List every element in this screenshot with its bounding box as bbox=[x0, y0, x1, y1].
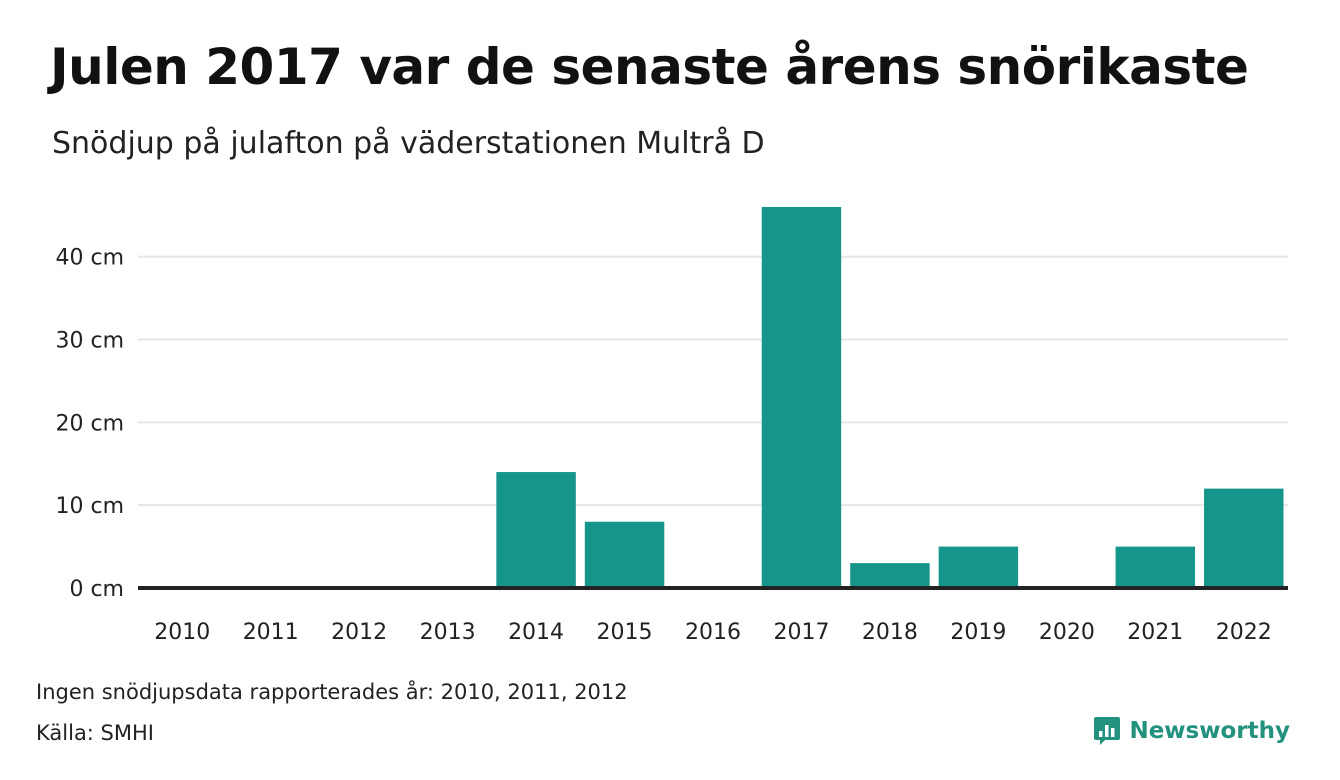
x-tick-label: 2016 bbox=[685, 620, 741, 645]
bar-chart: 0 cm 10 cm 20 cm 30 cm 40 cm 2010 2011 2012 2013… bbox=[55, 207, 1288, 645]
missing-data-note: Ingen snödjupsdata rapporterades år: 201… bbox=[36, 680, 628, 704]
x-tick-label: 2012 bbox=[331, 620, 387, 645]
x-tick-label: 2017 bbox=[773, 620, 829, 645]
chart-subtitle: Snödjup på julafton på väderstationen Mu… bbox=[52, 126, 765, 161]
bar bbox=[761, 207, 842, 588]
newsworthy-logo-icon bbox=[1094, 717, 1121, 745]
x-tick-label: 2021 bbox=[1127, 620, 1183, 645]
newsworthy-logo: Newsworthy bbox=[1093, 716, 1290, 746]
x-tick-label: 2011 bbox=[243, 620, 299, 645]
axes: 0 cm 10 cm 20 cm 30 cm 40 cm 2010 2011 2012 2013… bbox=[55, 246, 1288, 645]
bar bbox=[584, 521, 665, 588]
x-tick-label: 2015 bbox=[597, 620, 653, 645]
y-tick-label: 10 cm bbox=[55, 494, 124, 519]
chart-title: Julen 2017 var de senaste årens snörikas… bbox=[50, 38, 1249, 96]
y-tick-label: 30 cm bbox=[55, 329, 124, 354]
bar bbox=[496, 472, 576, 588]
x-tick-label: 2022 bbox=[1216, 620, 1272, 645]
bar bbox=[850, 563, 930, 588]
x-tick-label: 2018 bbox=[862, 620, 918, 645]
x-tick-label: 2019 bbox=[950, 620, 1006, 645]
bars bbox=[496, 207, 1284, 588]
bar bbox=[938, 546, 1019, 588]
y-tick-label: 0 cm bbox=[69, 577, 124, 602]
bar bbox=[1115, 546, 1196, 588]
y-tick-label: 40 cm bbox=[55, 246, 124, 271]
y-tick-label: 20 cm bbox=[55, 411, 124, 436]
gridlines bbox=[138, 255, 1288, 507]
logo-text: Newsworthy bbox=[1129, 718, 1290, 744]
bar bbox=[1204, 488, 1284, 588]
x-tick-label: 2014 bbox=[508, 620, 564, 645]
x-tick-label: 2010 bbox=[154, 620, 210, 645]
x-tick-label: 2013 bbox=[420, 620, 476, 645]
x-tick-label: 2020 bbox=[1039, 620, 1095, 645]
source-note: Källa: SMHI bbox=[36, 721, 154, 745]
